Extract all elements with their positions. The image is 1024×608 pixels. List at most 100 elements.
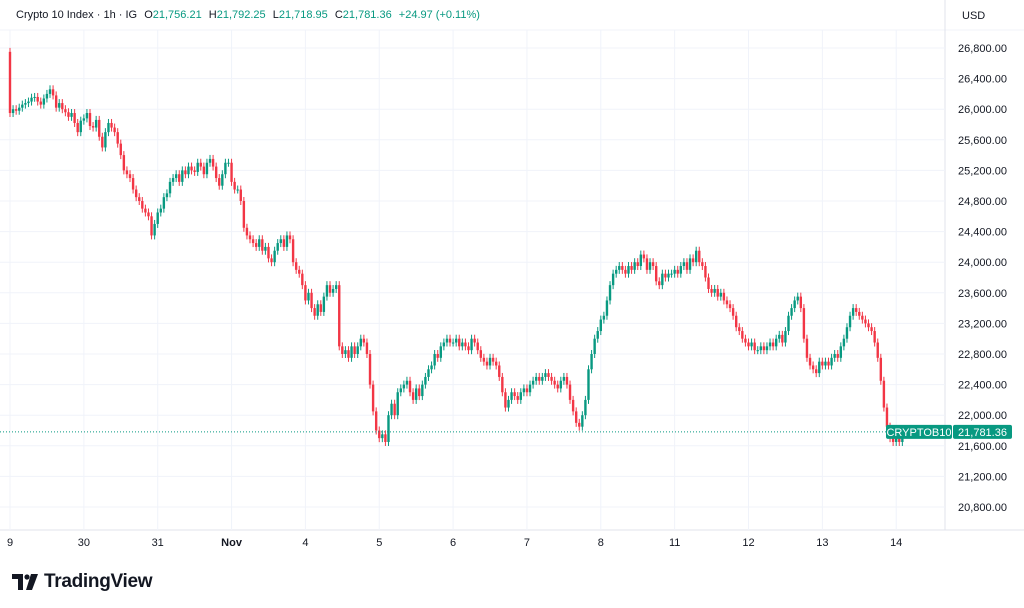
candle-body xyxy=(713,288,716,293)
candle-body xyxy=(211,158,215,167)
candle-body xyxy=(513,392,516,397)
candle-body xyxy=(445,338,449,343)
candle-body xyxy=(322,296,326,312)
y-tick-label: 23,600.00 xyxy=(958,288,1007,300)
y-tick-label: 25,200.00 xyxy=(958,165,1007,177)
candle-body xyxy=(701,262,704,267)
x-tick-label: 7 xyxy=(524,537,530,549)
candle-body xyxy=(45,93,49,99)
candle-body xyxy=(584,399,587,416)
tradingview-logo-icon xyxy=(12,574,38,590)
candle-body xyxy=(553,380,556,385)
candle-body xyxy=(233,181,236,190)
candle-body xyxy=(362,338,366,343)
open-value: 21,756.21 xyxy=(152,9,202,21)
candle-body xyxy=(811,365,815,370)
candle-body xyxy=(119,143,122,156)
candle-body xyxy=(836,354,839,358)
candle-body xyxy=(688,258,692,270)
candle-body xyxy=(599,319,602,332)
candle-body xyxy=(67,112,70,117)
candle-body xyxy=(885,407,889,427)
candle-body xyxy=(325,285,329,297)
brand-name: TradingView xyxy=(44,571,153,592)
candle-body xyxy=(221,174,224,186)
candle-body xyxy=(476,342,479,351)
candle-body xyxy=(33,96,36,98)
candle-body xyxy=(864,319,867,324)
candle-body xyxy=(202,166,206,175)
candle-body xyxy=(411,392,415,400)
candle-body xyxy=(439,346,442,358)
candle-body xyxy=(153,223,156,236)
candle-body xyxy=(304,285,307,301)
close-label: C xyxy=(334,9,343,21)
candle-body xyxy=(76,122,79,133)
candle-body xyxy=(193,170,196,172)
candle-body xyxy=(131,178,135,190)
candle-body xyxy=(590,354,593,370)
candle-body xyxy=(356,346,359,354)
candle-body xyxy=(374,411,378,431)
candle-body xyxy=(24,103,27,105)
candle-body xyxy=(821,361,824,366)
candle-body xyxy=(691,258,695,263)
high-value: 21,792.25 xyxy=(216,9,266,21)
candle-body xyxy=(891,438,895,442)
candle-body xyxy=(21,104,24,108)
candle-body xyxy=(227,162,230,164)
candle-body xyxy=(122,155,126,171)
candle-body xyxy=(282,239,286,247)
candle-body xyxy=(258,239,261,247)
change-value: +24.97 (+0.11%) xyxy=(398,9,480,21)
candle-body xyxy=(156,212,159,224)
candle-body xyxy=(291,239,295,263)
candle-body xyxy=(214,166,218,179)
candle-body xyxy=(171,178,175,182)
candle-body xyxy=(18,107,21,111)
candle-body xyxy=(448,338,452,343)
candle-body xyxy=(744,338,747,343)
x-tick-label: 31 xyxy=(152,537,164,549)
candle-body xyxy=(728,304,732,309)
candle-body xyxy=(365,342,369,354)
candle-body xyxy=(559,380,562,389)
candle-body xyxy=(796,296,799,301)
candle-body xyxy=(242,201,246,228)
candle-body xyxy=(384,434,387,442)
candle-body xyxy=(427,369,430,377)
candle-body xyxy=(494,361,498,366)
candle-body xyxy=(82,118,86,121)
currency-label[interactable]: USD xyxy=(962,10,986,22)
tradingview-logo[interactable]: TradingView xyxy=(12,571,153,593)
candle-body xyxy=(541,376,544,381)
candle-body xyxy=(396,392,399,416)
candle-body xyxy=(288,235,292,240)
candle-body xyxy=(70,113,73,117)
candle-body xyxy=(568,384,572,400)
candle-body xyxy=(205,162,209,175)
candle-body xyxy=(895,438,898,442)
candle-body xyxy=(741,331,744,339)
candle-body xyxy=(747,342,750,347)
symbol-tag xyxy=(886,424,952,439)
symbol-name[interactable]: Crypto 10 Index xyxy=(16,9,94,21)
candle-body xyxy=(833,354,836,358)
candle-body xyxy=(882,380,886,408)
candle-body xyxy=(851,308,855,316)
exchange: IG xyxy=(125,9,138,21)
candle-body xyxy=(42,98,46,105)
candle-body xyxy=(442,342,446,347)
candle-body xyxy=(488,357,492,366)
candle-body xyxy=(371,384,375,412)
candle-body xyxy=(738,327,741,332)
candle-body xyxy=(264,246,267,251)
candle-body xyxy=(387,415,390,442)
x-tick-label: 4 xyxy=(302,537,308,549)
candle-body xyxy=(830,357,833,366)
candle-body xyxy=(58,103,61,108)
last-price-tag xyxy=(953,424,1012,439)
candle-body xyxy=(347,350,350,358)
candle-body xyxy=(565,376,569,385)
